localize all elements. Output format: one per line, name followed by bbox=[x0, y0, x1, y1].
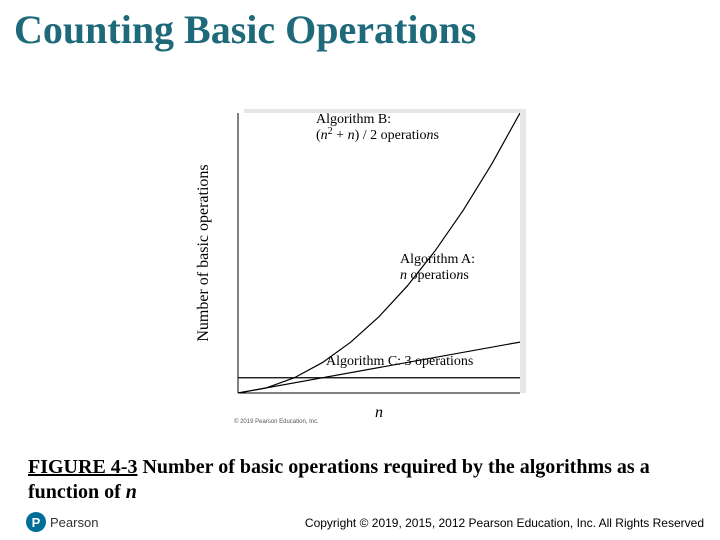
operations-chart: Algorithm A:n operations Algorithm B:(n2 … bbox=[180, 105, 540, 435]
svg-text:n operations: n operations bbox=[400, 268, 469, 283]
svg-text:Algorithm C: 3 operations: Algorithm C: 3 operations bbox=[326, 354, 473, 369]
svg-text:Algorithm A:: Algorithm A: bbox=[400, 252, 475, 267]
slide: Counting Basic Operations Algorithm A:n … bbox=[0, 0, 720, 540]
figure-label: FIGURE 4-3 bbox=[28, 456, 137, 478]
figure-caption: FIGURE 4-3 Number of basic operations re… bbox=[28, 455, 692, 505]
svg-text:Number of basic operations: Number of basic operations bbox=[195, 164, 212, 341]
svg-text:© 2019 Pearson Education, Inc.: © 2019 Pearson Education, Inc. bbox=[234, 418, 319, 425]
copyright-footer: Copyright © 2019, 2015, 2012 Pearson Edu… bbox=[305, 516, 704, 530]
svg-text:n: n bbox=[375, 404, 383, 421]
svg-text:(n2 + n) / 2 operations: (n2 + n) / 2 operations bbox=[316, 126, 439, 143]
svg-text:Algorithm B:: Algorithm B: bbox=[316, 112, 391, 127]
logo-badge: P bbox=[26, 512, 46, 532]
figure-caption-var: n bbox=[126, 481, 137, 503]
publisher-logo: P Pearson bbox=[26, 512, 98, 532]
logo-text: Pearson bbox=[50, 515, 98, 530]
chart-container: Algorithm A:n operations Algorithm B:(n2 … bbox=[180, 105, 540, 435]
slide-title: Counting Basic Operations bbox=[14, 6, 476, 53]
